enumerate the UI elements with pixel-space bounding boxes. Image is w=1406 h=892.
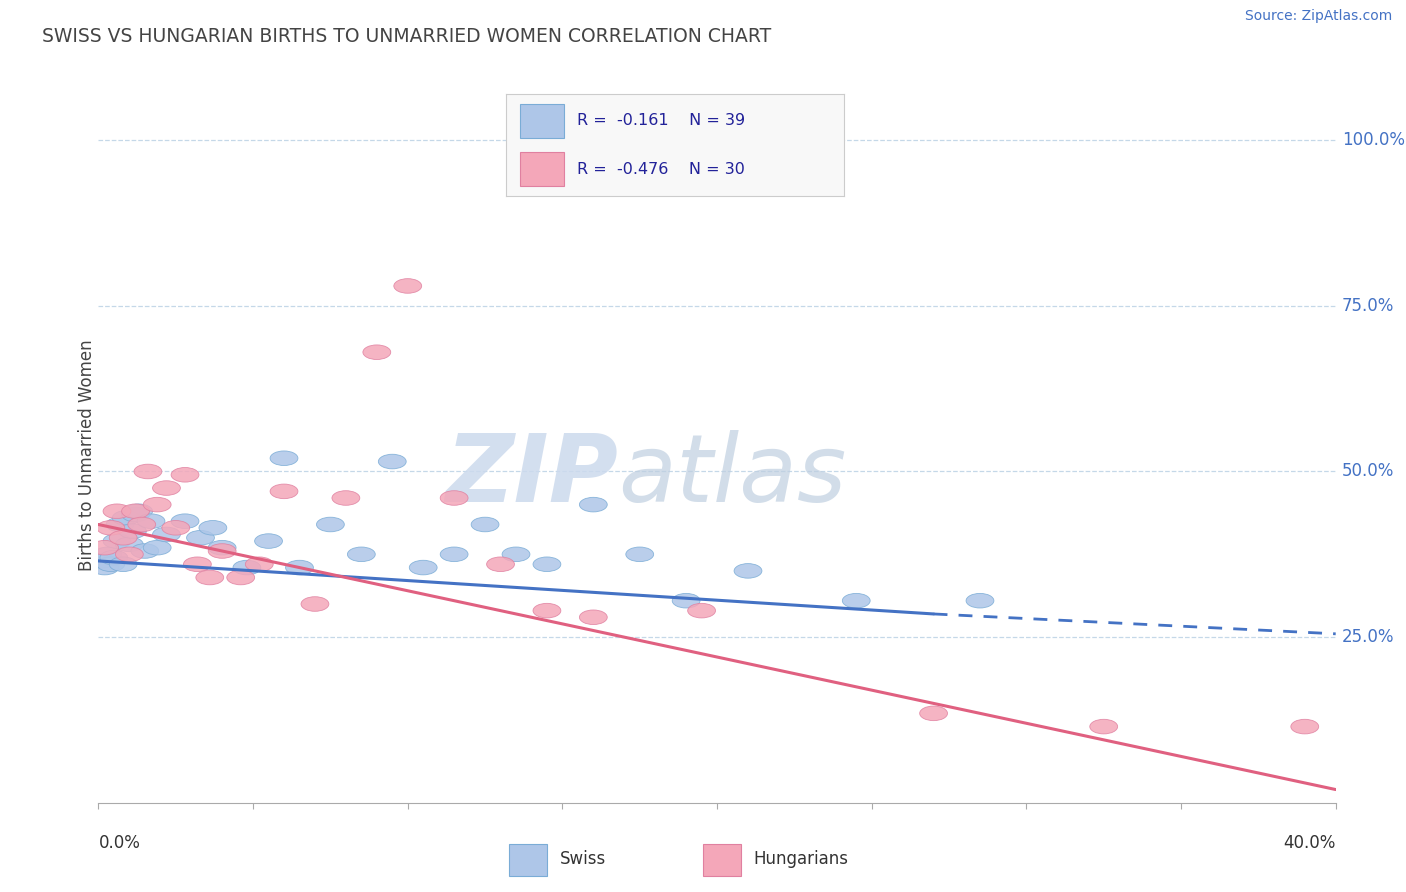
Ellipse shape [363,345,391,359]
Ellipse shape [87,554,115,568]
Ellipse shape [245,557,273,572]
Ellipse shape [394,278,422,293]
Ellipse shape [100,550,128,565]
Ellipse shape [409,560,437,574]
Ellipse shape [347,547,375,562]
Ellipse shape [533,557,561,572]
Y-axis label: Births to Unmarried Women: Births to Unmarried Women [79,339,96,571]
Ellipse shape [112,510,141,525]
Ellipse shape [626,547,654,562]
Ellipse shape [122,504,149,518]
Ellipse shape [254,533,283,549]
Ellipse shape [471,517,499,532]
Ellipse shape [285,560,314,574]
Ellipse shape [115,547,143,562]
Ellipse shape [195,570,224,585]
Ellipse shape [200,521,226,535]
Ellipse shape [143,498,172,512]
Ellipse shape [579,610,607,624]
Text: R =  -0.161    N = 39: R = -0.161 N = 39 [576,113,745,128]
Ellipse shape [1090,719,1118,734]
Ellipse shape [502,547,530,562]
Ellipse shape [316,517,344,532]
Ellipse shape [486,557,515,572]
Ellipse shape [187,531,215,545]
Ellipse shape [533,603,561,618]
Text: 0.0%: 0.0% [98,834,141,852]
Ellipse shape [103,504,131,518]
Ellipse shape [131,544,159,558]
Text: 100.0%: 100.0% [1341,131,1405,149]
Ellipse shape [672,593,700,608]
Ellipse shape [734,564,762,578]
Ellipse shape [153,527,180,541]
FancyBboxPatch shape [509,844,547,876]
Ellipse shape [91,560,118,574]
Ellipse shape [579,498,607,512]
Text: Hungarians: Hungarians [754,849,849,868]
Ellipse shape [233,560,262,574]
Ellipse shape [172,514,200,528]
Ellipse shape [208,544,236,558]
Ellipse shape [110,531,138,545]
Ellipse shape [183,557,211,572]
Ellipse shape [97,557,125,572]
Text: Swiss: Swiss [560,849,606,868]
Ellipse shape [115,537,143,551]
Ellipse shape [688,603,716,618]
Ellipse shape [134,464,162,479]
Ellipse shape [91,541,118,555]
Ellipse shape [94,547,122,562]
Ellipse shape [440,491,468,505]
Ellipse shape [842,593,870,608]
Text: atlas: atlas [619,430,846,521]
Text: 50.0%: 50.0% [1341,462,1395,481]
Ellipse shape [1291,719,1319,734]
Ellipse shape [110,557,138,572]
Ellipse shape [162,521,190,535]
Ellipse shape [125,504,153,518]
Ellipse shape [107,517,134,532]
Ellipse shape [143,541,172,555]
Text: R =  -0.476    N = 30: R = -0.476 N = 30 [576,161,745,177]
Ellipse shape [138,514,165,528]
Ellipse shape [208,541,236,555]
Ellipse shape [332,491,360,505]
Ellipse shape [378,454,406,469]
Ellipse shape [97,521,125,535]
Ellipse shape [301,597,329,611]
Ellipse shape [440,547,468,562]
Ellipse shape [153,481,180,495]
FancyBboxPatch shape [703,844,741,876]
Ellipse shape [920,706,948,721]
Ellipse shape [270,451,298,466]
Ellipse shape [172,467,200,482]
Text: 75.0%: 75.0% [1341,297,1395,315]
Text: 40.0%: 40.0% [1284,834,1336,852]
Ellipse shape [128,517,156,532]
Ellipse shape [966,593,994,608]
Text: 25.0%: 25.0% [1341,628,1395,646]
Ellipse shape [270,484,298,499]
Ellipse shape [118,524,146,539]
FancyBboxPatch shape [520,104,564,137]
Text: SWISS VS HUNGARIAN BIRTHS TO UNMARRIED WOMEN CORRELATION CHART: SWISS VS HUNGARIAN BIRTHS TO UNMARRIED W… [42,27,772,45]
FancyBboxPatch shape [520,153,564,186]
Ellipse shape [103,533,131,549]
Text: Source: ZipAtlas.com: Source: ZipAtlas.com [1244,9,1392,23]
Ellipse shape [226,570,254,585]
Ellipse shape [122,508,149,522]
Text: ZIP: ZIP [446,430,619,522]
